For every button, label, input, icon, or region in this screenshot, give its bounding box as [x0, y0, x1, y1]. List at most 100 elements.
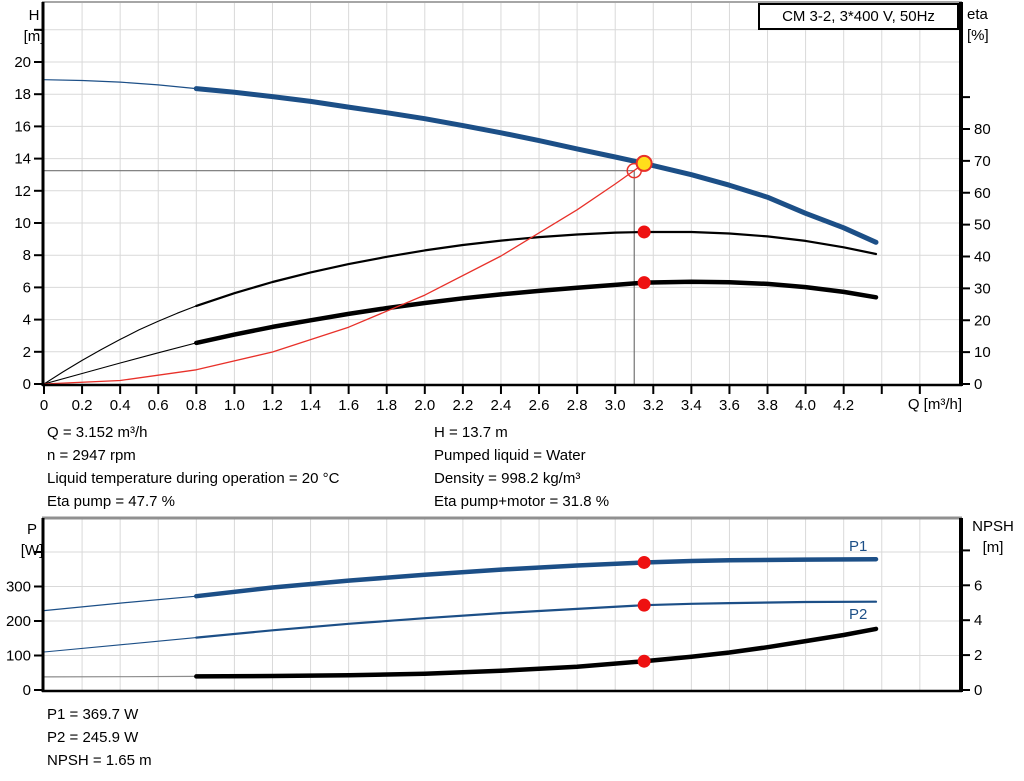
- operating-point-dot: [637, 598, 651, 612]
- p-axis-title: P [W]: [12, 519, 52, 561]
- left-axis-tick-label: 10: [14, 215, 31, 232]
- npsh-axis-title-line1: NPSH: [972, 518, 1014, 535]
- info-head: H = 13.7 m: [434, 424, 508, 441]
- x-axis-tick-label: 2.0: [414, 397, 435, 414]
- p1-curve-label: P1: [849, 538, 868, 555]
- x-axis-tick-label: 2.2: [452, 397, 473, 414]
- p-axis-title-line2: [W]: [20, 542, 44, 559]
- operating-point-dot: [637, 555, 651, 569]
- x-axis-tick-label: 3.0: [605, 397, 626, 414]
- info-p1: P1 = 369.7 W: [47, 706, 139, 723]
- info-eta-pump-motor: Eta pump+motor = 31.8 %: [434, 493, 610, 510]
- x-axis-tick-label: 0: [40, 397, 48, 414]
- operating-point-dot: [637, 225, 651, 239]
- x-axis-tick-label: 0.8: [186, 397, 207, 414]
- info-speed: n = 2947 rpm: [47, 447, 136, 464]
- right-axis-tick-label: 30: [974, 280, 991, 297]
- left-axis-tick-label: 12: [14, 183, 31, 200]
- q-axis-title: Q [m³/h]: [907, 396, 962, 413]
- right-axis-tick-label: 6: [974, 577, 982, 594]
- x-axis-tick-label: 3.2: [643, 397, 664, 414]
- eta-axis-title-line1: eta: [967, 6, 988, 23]
- x-axis-tick-label: 0.6: [148, 397, 169, 414]
- head-curve: [193, 86, 879, 245]
- p-axis-title-line1: P: [26, 521, 37, 538]
- x-axis-tick-label: 1.0: [224, 397, 245, 414]
- left-axis-tick-label: 16: [14, 118, 31, 135]
- h-axis-title: H [m]: [14, 5, 54, 47]
- right-axis-tick-label: 0: [974, 376, 982, 393]
- left-axis-tick-label: 300: [6, 579, 31, 596]
- eta-pump-motor-lead: [43, 342, 197, 385]
- info-npsh: NPSH = 1.65 m: [47, 752, 152, 769]
- left-axis-tick-label: 0: [23, 682, 31, 699]
- npsh-lead: [43, 675, 197, 678]
- p2-lead: [43, 637, 197, 653]
- p1-lead: [43, 595, 197, 612]
- info-p2: P2 = 245.9 W: [47, 729, 139, 746]
- right-axis-tick-label: 10: [974, 344, 991, 361]
- left-axis-tick-label: 200: [6, 613, 31, 630]
- left-axis-tick-label: 20: [14, 54, 31, 71]
- x-axis-tick-label: 3.8: [757, 397, 778, 414]
- affinity-parabola: [43, 162, 645, 385]
- p2-curve: [195, 600, 878, 639]
- x-axis-tick-label: 3.6: [719, 397, 740, 414]
- right-axis-tick-label: 0: [974, 682, 982, 699]
- right-axis-tick-label: 40: [974, 249, 991, 266]
- left-axis-tick-label: 2: [23, 344, 31, 361]
- duty-info-left: Q = 3.152 m³/h n = 2947 rpm Liquid tempe…: [47, 421, 339, 513]
- x-axis-tick-label: 2.4: [491, 397, 512, 414]
- duty-info-right: H = 13.7 m Pumped liquid = Water Density…: [434, 421, 609, 513]
- right-axis-tick-label: 70: [974, 153, 991, 170]
- h-axis-title-line2: [m]: [23, 28, 45, 45]
- right-axis-tick-label: 50: [974, 217, 991, 234]
- left-axis-tick-label: 6: [23, 279, 31, 296]
- h-axis-title-line1: H: [28, 7, 40, 24]
- eta-axis-title: eta [%]: [967, 4, 1021, 46]
- left-axis-tick-label: 14: [14, 151, 31, 168]
- left-axis-tick-label: 8: [23, 247, 31, 264]
- npsh-curve: [194, 626, 879, 679]
- left-axis-tick-label: 100: [6, 648, 31, 665]
- right-axis-tick-label: 20: [974, 312, 991, 329]
- x-axis-tick-label: 2.6: [529, 397, 550, 414]
- right-axis-tick-label: 2: [974, 647, 982, 664]
- eta-pump-lead: [43, 305, 197, 385]
- left-axis-tick-label: 0: [23, 376, 31, 393]
- p2-curve-label: P2: [849, 606, 868, 623]
- info-density: Density = 998.2 kg/m³: [434, 470, 581, 487]
- x-axis-tick-label: 1.4: [300, 397, 321, 414]
- operating-point-dot: [637, 654, 651, 668]
- pump-title-box: CM 3-2, 3*400 V, 50Hz: [758, 3, 959, 30]
- pump-title-label: CM 3-2, 3*400 V, 50Hz: [782, 8, 935, 25]
- head-curve-lead: [43, 79, 197, 90]
- right-axis-tick-label: 80: [974, 121, 991, 138]
- info-flow: Q = 3.152 m³/h: [47, 424, 148, 441]
- eta-axis-title-line2: [%]: [967, 27, 989, 44]
- x-axis-tick-label: 3.4: [681, 397, 702, 414]
- eta-pump-motor-curve: [194, 279, 879, 346]
- eta-pump-curve: [195, 230, 878, 307]
- right-axis-tick-label: 4: [974, 612, 982, 629]
- x-axis-tick-label: 1.8: [376, 397, 397, 414]
- info-eta-pump: Eta pump = 47.7 %: [47, 493, 175, 510]
- right-axis-tick-label: 60: [974, 185, 991, 202]
- duty-point-marker: [635, 154, 653, 172]
- x-axis-tick-label: 4.0: [795, 397, 816, 414]
- operating-point-dot: [637, 276, 651, 290]
- x-axis-tick-label: 1.6: [338, 397, 359, 414]
- npsh-axis-title-line2: [m]: [982, 539, 1004, 556]
- power-info: P1 = 369.7 W P2 = 245.9 W NPSH = 1.65 m: [47, 703, 152, 772]
- info-liquid-temperature: Liquid temperature during operation = 20…: [47, 470, 340, 487]
- x-axis-tick-label: 2.8: [567, 397, 588, 414]
- npsh-axis-title: NPSH [m]: [962, 516, 1024, 558]
- p1-curve: [194, 556, 879, 599]
- x-axis-tick-label: 4.2: [833, 397, 854, 414]
- x-axis-tick-label: 0.2: [72, 397, 93, 414]
- x-axis-tick-label: 1.2: [262, 397, 283, 414]
- info-pumped-liquid: Pumped liquid = Water: [434, 447, 586, 464]
- left-axis-tick-label: 4: [23, 312, 31, 329]
